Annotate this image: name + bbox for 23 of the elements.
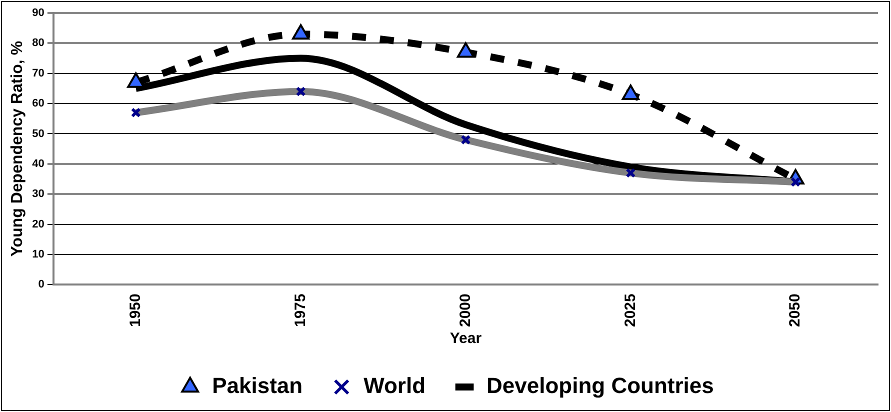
legend-label: Developing Countries <box>486 373 714 398</box>
x-tick-label: 1950 <box>127 294 144 328</box>
point <box>456 42 475 58</box>
y-tick-label: 30 <box>32 188 44 200</box>
legend-label: Pakistan <box>212 373 303 398</box>
x-axis-title: Year <box>450 330 482 348</box>
y-tick-label: 80 <box>32 37 44 50</box>
y-tick-label: 0 <box>38 278 44 291</box>
y-tick-label: 70 <box>32 67 44 80</box>
y-tick-label: 20 <box>32 218 44 230</box>
y-tick-label: 10 <box>32 248 44 260</box>
y-tick-label: 50 <box>32 128 44 140</box>
x-tick-label: 2050 <box>786 294 804 328</box>
legend-label: World <box>364 373 426 398</box>
y-axis-title: Young Dependency Ratio, % <box>9 40 26 257</box>
x-tick-label: 2000 <box>456 294 474 328</box>
x-tick-label: 1975 <box>292 294 309 328</box>
point <box>292 24 310 40</box>
x-tick-label: 2025 <box>622 294 639 328</box>
y-tick-label: 90 <box>32 7 44 20</box>
y-tick-label: 60 <box>32 98 44 110</box>
point <box>622 84 640 100</box>
y-tick-label: 40 <box>32 158 44 170</box>
